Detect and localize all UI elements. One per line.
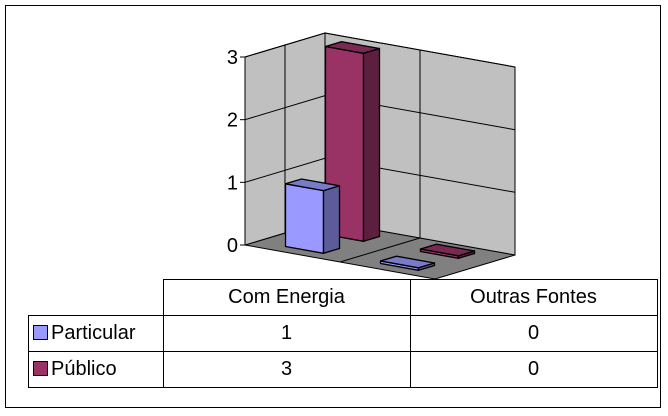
gridline-y-3 [244,32,516,68]
row-header-publico: Público [28,351,164,388]
bar-side-publico-com-energia [362,47,381,243]
column-header-com-energia: Com Energia [162,279,411,316]
table-row-particular: Particular 1 0 [28,315,658,352]
y-tick-label-0: 0 [227,235,238,257]
bar-particular-outras-fontes [379,255,436,272]
gridline-floor-1 [339,237,421,263]
bar-side-particular-com-energia [322,184,341,255]
y-tick-label-2: 2 [227,110,238,132]
legend-swatch-publico [33,361,48,376]
row-label-publico: Público [51,358,117,380]
bar-top-particular-outras-fontes [380,255,435,269]
bar-top-publico-outras-fontes [420,243,475,257]
y-tick-label-3: 3 [227,47,238,69]
row-header-particular: Particular [28,315,164,352]
legend-swatch-particular [33,325,48,340]
row-label-particular: Particular [51,322,136,344]
bar-top-publico-com-energia [325,41,380,54]
bar-particular-com-energia [284,178,341,255]
table-header-row: Com Energia Outras Fontes [28,279,658,316]
column-header-outras-fontes: Outras Fontes [409,279,658,316]
data-table: Com Energia Outras Fontes Particular 1 0… [28,279,658,388]
bar-front-particular-com-energia [284,183,325,255]
cell-publico-outras-fontes: 0 [409,351,658,388]
cell-particular-com-energia: 1 [162,315,411,352]
bar-top-particular-com-energia [285,178,340,192]
table-row-publico: Público 3 0 [28,351,658,388]
table-corner-cell [28,279,164,316]
bar-publico-outras-fontes [419,243,476,260]
cell-publico-com-energia: 3 [162,351,411,388]
cell-particular-outras-fontes: 0 [409,315,658,352]
y-tick-label-1: 1 [227,172,238,194]
